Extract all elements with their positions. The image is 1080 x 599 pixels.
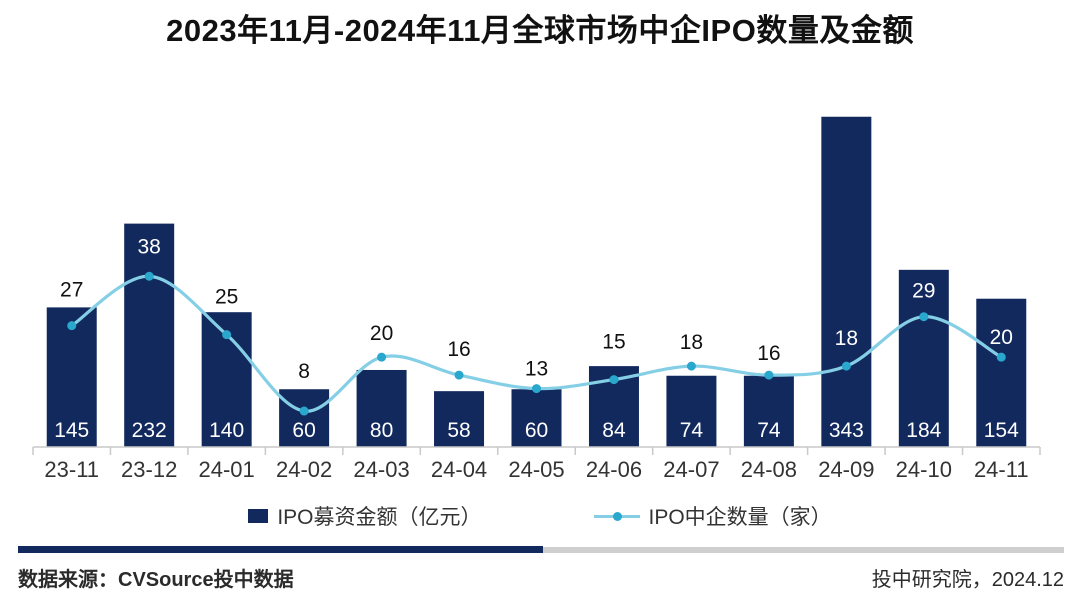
bar-value-label-24-01: 140: [209, 419, 244, 442]
data-source-text: 数据来源：CVSource投中数据: [18, 569, 294, 591]
chart-title: 2023年11月-2024年11月全球市场中企IPO数量及金额: [166, 13, 914, 48]
x-axis-label-24-07: 24-07: [663, 457, 719, 482]
line-value-label-24-11: 20: [990, 326, 1013, 349]
line-point-marker-24-11: [996, 352, 1006, 362]
x-axis-label-24-01: 24-01: [199, 457, 255, 482]
x-axis-label-24-05: 24-05: [508, 457, 564, 482]
bar-value-label-23-12: 232: [132, 419, 167, 442]
legend-label-bar-series: IPO募资金额（亿元）: [277, 506, 482, 529]
bar-24-05: [511, 389, 562, 447]
line-point-marker-24-02: [299, 406, 309, 416]
credit-text: 投中研究院，2024.12: [871, 569, 1064, 591]
line-series-swatch-icon: [593, 511, 640, 521]
line-value-label-24-04: 16: [447, 338, 470, 361]
bar-24-07: [666, 375, 717, 447]
bar-value-label-24-06: 84: [602, 419, 626, 442]
x-axis-label-24-02: 24-02: [276, 457, 332, 482]
line-value-label-24-07: 18: [680, 331, 703, 354]
line-value-label-24-09: 18: [835, 327, 858, 350]
x-axis-label-24-03: 24-03: [353, 457, 409, 482]
line-point-marker-24-01: [222, 330, 232, 340]
line-value-label-24-02: 8: [298, 360, 310, 383]
bar-23-12: [124, 223, 175, 447]
footer: 数据来源：CVSource投中数据 投中研究院，2024.12: [18, 563, 1064, 592]
chart-legend: IPO募资金额（亿元） IPO中企数量（家）: [0, 501, 1080, 531]
line-value-label-23-12: 38: [138, 235, 161, 258]
legend-item-bar-series: IPO募资金额（亿元）: [248, 501, 482, 531]
line-point-marker-23-12: [144, 271, 154, 281]
line-point-marker-24-03: [377, 352, 387, 362]
bar-24-02: [279, 389, 330, 447]
bar-value-label-24-10: 184: [906, 419, 941, 442]
x-axis-label-23-12: 23-12: [121, 457, 177, 482]
line-point-marker-24-07: [686, 361, 696, 371]
legend-item-line-series: IPO中企数量（家）: [593, 501, 832, 531]
line-value-label-24-01: 25: [215, 286, 238, 309]
line-point-marker-24-04: [454, 370, 464, 380]
footer-divider-track: [543, 546, 1064, 553]
bar-value-label-24-08: 74: [757, 419, 781, 442]
line-value-label-24-05: 13: [525, 358, 548, 381]
line-point-marker-24-09: [841, 361, 851, 371]
bar-23-11: [46, 307, 97, 447]
x-axis-label-24-04: 24-04: [431, 457, 487, 482]
bar-24-03: [356, 369, 407, 447]
bar-value-label-24-11: 154: [984, 419, 1019, 442]
bar-value-label-24-04: 58: [447, 419, 470, 442]
line-value-label-23-11: 27: [60, 279, 83, 302]
x-axis-label-24-10: 24-10: [896, 457, 952, 482]
bar-series-swatch-icon: [248, 509, 269, 523]
line-value-label-24-08: 16: [757, 342, 780, 365]
bar-24-11: [976, 298, 1027, 447]
bar-value-label-24-07: 74: [680, 419, 704, 442]
bar-value-label-24-02: 60: [292, 419, 315, 442]
line-point-marker-24-08: [764, 370, 774, 380]
footer-divider: [18, 546, 1064, 553]
line-value-label-24-10: 29: [912, 280, 935, 303]
bar-value-label-24-03: 80: [370, 419, 393, 442]
x-axis-label-24-11: 24-11: [974, 457, 1029, 482]
legend-label-line-series: IPO中企数量（家）: [648, 506, 832, 529]
x-axis-label-24-08: 24-08: [741, 457, 797, 482]
line-value-label-24-03: 20: [370, 322, 393, 345]
ipo-combo-chart: 23-11 23-12 24-01 24-02 24-03 24-04 24-05 24-06…: [32, 116, 1041, 482]
line-point-marker-24-05: [532, 384, 541, 394]
line-point-marker-23-11: [67, 321, 77, 331]
line-point-marker-24-06: [609, 375, 619, 385]
bar-24-10: [898, 269, 949, 447]
footer-divider-accent: [18, 546, 543, 553]
x-axis-label-24-06: 24-06: [586, 457, 642, 482]
line-point-marker-24-10: [919, 312, 929, 322]
bar-value-label-23-11: 145: [54, 419, 89, 442]
x-axis-label-23-11: 23-11: [44, 457, 99, 482]
bar-value-label-24-09: 343: [829, 419, 864, 442]
line-swatch-marker-icon: [612, 512, 622, 521]
bar-value-label-24-05: 60: [525, 419, 548, 442]
x-axis-label-24-09: 24-09: [818, 457, 874, 482]
bar-24-09: [821, 116, 872, 448]
line-value-label-24-06: 15: [602, 331, 625, 354]
bar-24-08: [743, 375, 794, 447]
bar-24-04: [434, 391, 485, 447]
